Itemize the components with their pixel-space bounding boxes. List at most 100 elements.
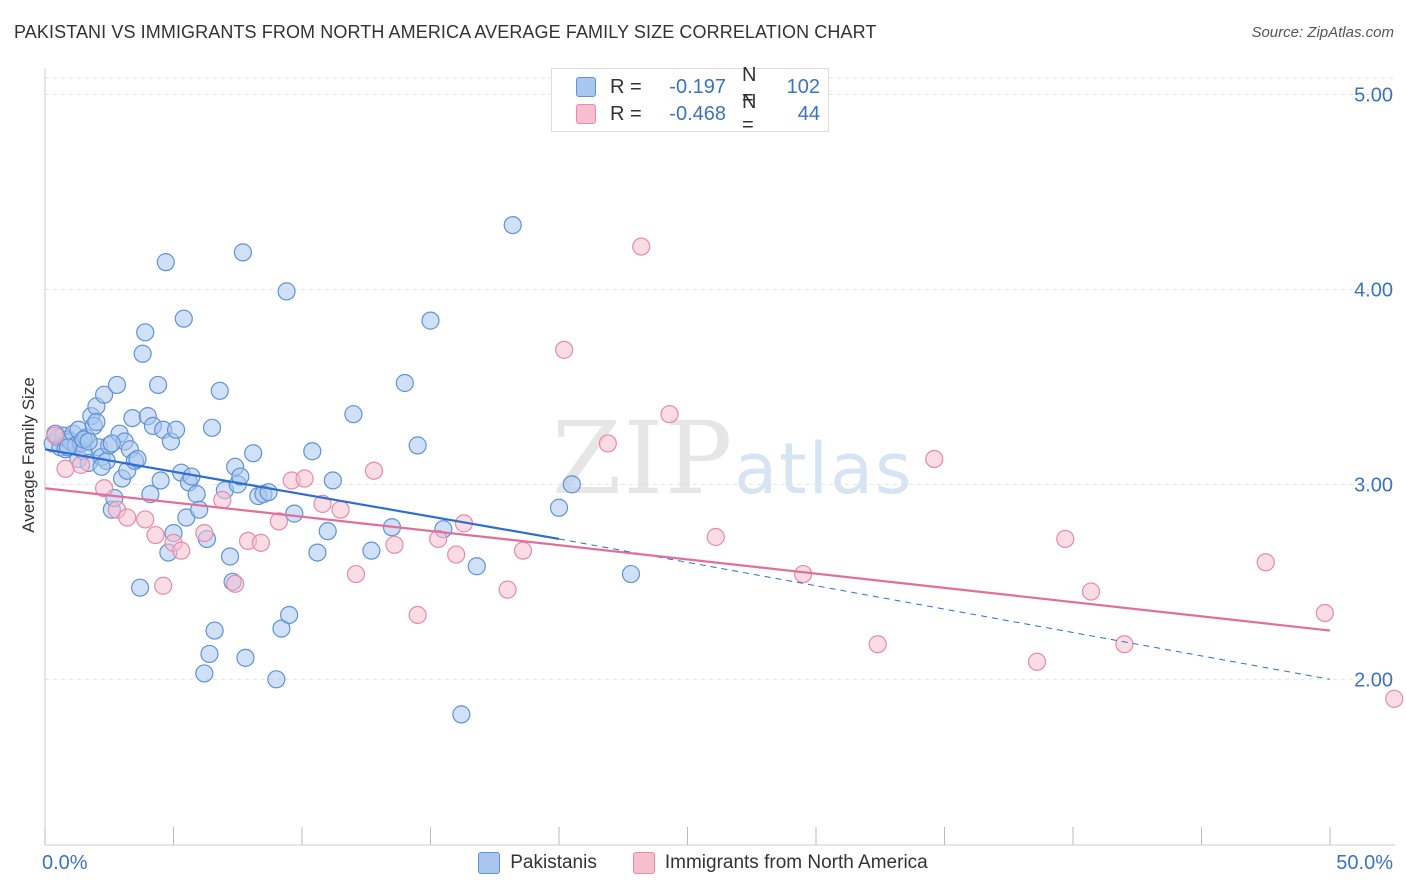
point-pakistanis (421, 311, 440, 330)
point-immigrants (1056, 529, 1075, 549)
legend-swatch-pakistanis (478, 852, 501, 874)
point-immigrants (331, 500, 350, 519)
point-immigrants (513, 541, 533, 560)
point-immigrants (1081, 582, 1101, 601)
point-pakistanis (123, 408, 142, 428)
point-pakistanis (166, 420, 186, 439)
legend-item-pakistanis[interactable]: Pakistanis (478, 852, 597, 874)
point-pakistanis (95, 385, 114, 404)
point-immigrants (1115, 635, 1134, 654)
point-pakistanis (202, 418, 222, 437)
point-immigrants (598, 434, 617, 453)
point-pakistanis (395, 373, 414, 393)
point-immigrants (660, 405, 679, 424)
point-immigrants (46, 426, 65, 445)
series-legend: Pakistanis Immigrants from North America (0, 852, 1406, 874)
legend-n-value: 102 (786, 75, 820, 98)
point-immigrants (154, 576, 173, 595)
point-pakistanis (210, 381, 229, 400)
point-pakistanis (200, 644, 219, 664)
trend-line-solid (44, 487, 1331, 632)
series-immigrants (46, 237, 1404, 708)
legend-swatch-pakistanis (576, 77, 596, 97)
point-immigrants (429, 529, 448, 549)
point-pakistanis (452, 705, 471, 724)
point-immigrants (118, 508, 137, 527)
legend-row-immigrants: R = -0.468 N = 44 (576, 91, 820, 136)
point-pakistanis (280, 605, 299, 625)
point-pakistanis (318, 522, 337, 541)
point-immigrants (136, 510, 155, 529)
point-pakistanis (87, 412, 106, 432)
point-immigrants (706, 527, 725, 547)
point-immigrants (632, 237, 651, 256)
legend-r-label: R = (610, 102, 642, 125)
trend-line-dashed (558, 538, 1331, 680)
point-pakistanis (236, 648, 255, 667)
legend-n-label: N = (742, 91, 757, 136)
point-immigrants (346, 564, 366, 584)
axes (44, 68, 1395, 846)
stats-legend: R = -0.197 N = 102 R = -0.468 N = 44 (551, 64, 829, 136)
x-tick-label: 50.0% (1336, 852, 1393, 874)
point-pakistanis (323, 471, 342, 490)
point-pakistanis (303, 442, 322, 461)
point-pakistanis (174, 309, 193, 328)
point-pakistanis (344, 405, 363, 424)
point-pakistanis (467, 557, 486, 576)
y-tick-label: 3.00 (1354, 474, 1393, 496)
trend-line-solid (44, 448, 560, 541)
trend-lines (44, 448, 1331, 680)
point-pakistanis (107, 375, 127, 395)
point-pakistanis (244, 444, 263, 463)
watermark-zip: ZIP (552, 400, 735, 517)
legend-label-immigrants: Immigrants from North America (664, 852, 928, 873)
point-immigrants (385, 535, 404, 554)
point-pakistanis (308, 543, 327, 562)
grid-lines (45, 77, 1395, 680)
chart-title: PAKISTANI VS IMMIGRANTS FROM NORTH AMERI… (14, 22, 877, 42)
legend-swatch-immigrants (576, 104, 596, 124)
legend-label-pakistanis: Pakistanis (510, 852, 597, 873)
point-immigrants (56, 459, 75, 478)
point-pakistanis (362, 541, 381, 560)
point-pakistanis (562, 475, 581, 494)
point-immigrants (1385, 689, 1404, 708)
point-pakistanis (195, 664, 214, 683)
watermark-atlas: atlas (734, 428, 914, 510)
point-pakistanis (128, 449, 147, 469)
legend-r-label: R = (610, 75, 642, 98)
point-immigrants (146, 525, 165, 545)
point-immigrants (925, 449, 944, 469)
series-pakistanis (43, 216, 641, 724)
point-immigrants (498, 580, 517, 599)
point-immigrants (364, 461, 384, 480)
point-immigrants (1027, 652, 1047, 671)
point-immigrants (226, 574, 245, 593)
legend-n-value: 44 (797, 102, 820, 125)
point-immigrants (269, 512, 288, 531)
point-immigrants (1315, 603, 1334, 623)
point-immigrants (794, 564, 813, 584)
point-immigrants (447, 545, 466, 564)
point-pakistanis (233, 243, 252, 262)
point-pakistanis (408, 436, 427, 455)
point-immigrants (408, 605, 427, 625)
legend-row-pakistanis: R = -0.197 N = 102 (576, 64, 820, 109)
legend-swatch-immigrants (632, 852, 655, 874)
point-pakistanis (503, 216, 522, 235)
point-immigrants (251, 533, 270, 552)
point-pakistanis (151, 471, 170, 490)
point-pakistanis (136, 323, 155, 342)
point-pakistanis (285, 504, 304, 523)
point-pakistanis (549, 498, 569, 517)
legend-item-immigrants[interactable]: Immigrants from North America (632, 852, 928, 874)
point-immigrants (868, 635, 887, 654)
point-immigrants (95, 479, 114, 498)
point-pakistanis (133, 344, 152, 363)
point-immigrants (213, 490, 232, 510)
point-immigrants (295, 469, 314, 488)
point-immigrants (1256, 553, 1275, 572)
point-immigrants (172, 541, 191, 560)
